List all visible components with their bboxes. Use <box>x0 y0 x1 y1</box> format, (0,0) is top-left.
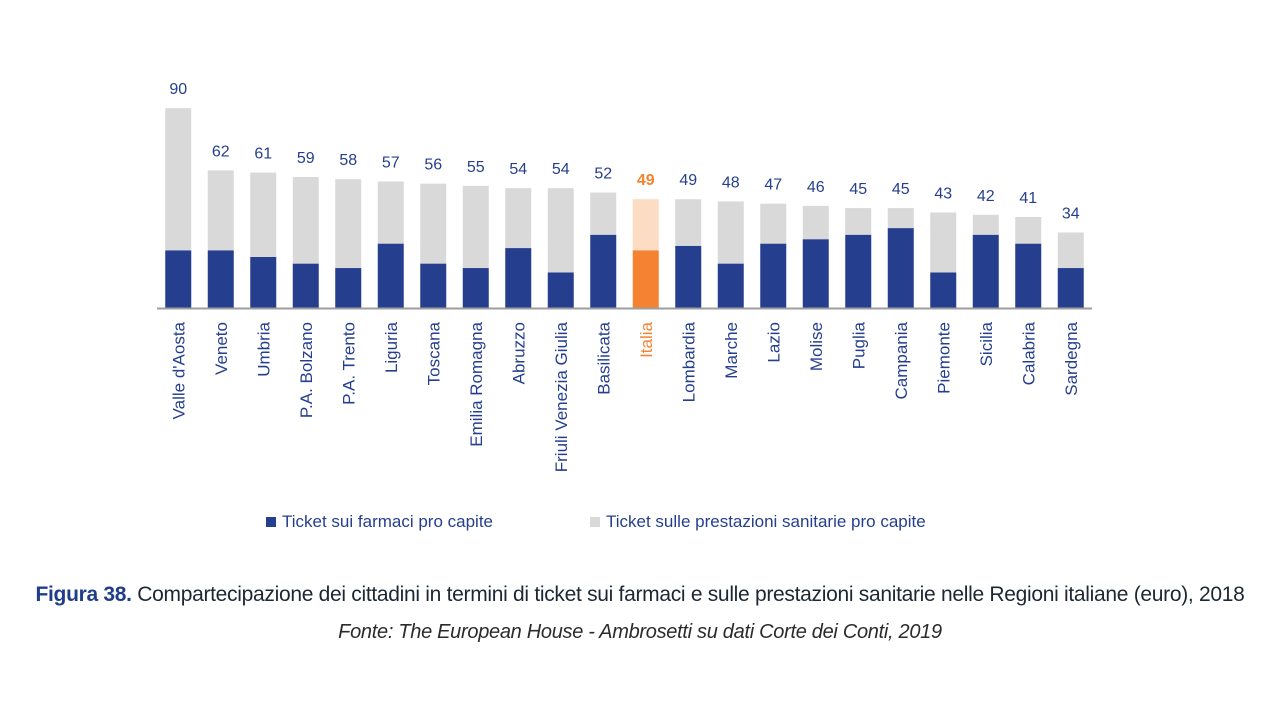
bar-segment-prestazioni <box>845 208 872 235</box>
bar-segment-prestazioni <box>760 203 787 244</box>
legend-swatch-farmaci <box>266 517 276 527</box>
bar-segment-farmaci <box>717 263 744 308</box>
data-label: 59 <box>297 150 315 167</box>
bar-segment-prestazioni <box>1015 216 1042 244</box>
bar-segment-prestazioni <box>590 192 617 235</box>
data-label: 45 <box>849 181 867 198</box>
bar-segment-farmaci <box>292 263 319 308</box>
bar-segment-prestazioni <box>972 214 999 235</box>
x-tick-label: Campania <box>892 321 911 399</box>
x-tick-label: Lombardia <box>679 321 698 402</box>
bar-segment-farmaci <box>462 268 489 308</box>
x-tick-label: Veneto <box>212 322 231 375</box>
bar-segment-prestazioni <box>377 181 404 244</box>
data-label: 46 <box>807 179 825 196</box>
data-label: 49 <box>679 172 697 189</box>
x-tick-label: Molise <box>807 322 826 371</box>
data-label: 57 <box>382 154 400 171</box>
bar-segment-farmaci <box>590 234 617 308</box>
bar-segment-prestazioni <box>335 179 362 269</box>
x-tick-label: Abruzzo <box>509 322 528 384</box>
data-label: 56 <box>424 157 442 174</box>
x-tick-label: Lazio <box>764 322 783 363</box>
figure-label: Figura 38. <box>35 583 133 606</box>
x-tick-label: Umbria <box>254 321 273 376</box>
bar-segment-farmaci <box>505 248 532 308</box>
figure-caption-text: Compartecipazione dei cittadini in termi… <box>137 583 1245 606</box>
bar-segment-prestazioni <box>250 172 277 257</box>
bar-segment-prestazioni <box>930 212 957 273</box>
data-label: 48 <box>722 174 740 191</box>
bar-segment-prestazioni <box>292 177 319 264</box>
bar-segment-farmaci <box>675 245 702 308</box>
data-label: 49 <box>637 172 655 189</box>
x-tick-label: Emilia Romagna <box>467 321 486 446</box>
bar-segment-prestazioni <box>632 199 659 251</box>
data-label: 54 <box>552 161 570 178</box>
x-tick-label: Friuli Venezia Giulia <box>552 321 571 472</box>
bar-segment-farmaci <box>760 243 787 308</box>
bar-segment-farmaci <box>547 272 574 308</box>
x-tick-label: Marche <box>722 322 741 379</box>
bar-segment-farmaci <box>972 234 999 308</box>
bar-segment-prestazioni <box>887 208 914 229</box>
x-tick-label: Calabria <box>1019 321 1038 385</box>
bar-segment-prestazioni <box>505 188 532 249</box>
data-label: 41 <box>1019 190 1037 207</box>
data-label: 45 <box>892 181 910 198</box>
bar-segment-farmaci <box>1015 243 1042 308</box>
bar-segment-farmaci <box>335 268 362 308</box>
legend-label-farmaci: Ticket sui farmaci pro capite <box>282 512 493 531</box>
bar-segment-farmaci <box>165 250 192 308</box>
bar-segment-prestazioni <box>165 108 192 251</box>
figure-caption: Figura 38. Compartecipazione dei cittadi… <box>0 583 1280 607</box>
bar-segment-prestazioni <box>675 199 702 246</box>
bar-segment-farmaci <box>845 234 872 308</box>
data-label: 61 <box>254 146 272 163</box>
bar-segment-farmaci <box>250 256 277 308</box>
x-tick-label: Piemonte <box>934 322 953 394</box>
data-label: 52 <box>594 166 612 183</box>
data-label: 43 <box>934 186 952 203</box>
bar-segment-farmaci <box>930 272 957 308</box>
bar-segment-prestazioni <box>207 170 234 251</box>
figure-source: Fonte: The European House - Ambrosetti s… <box>338 621 942 643</box>
x-tick-label: Basilicata <box>594 321 613 394</box>
x-tick-label: P.A. Bolzano <box>297 322 316 418</box>
x-tick-label: Italia <box>637 321 656 357</box>
data-label: 54 <box>509 161 527 178</box>
bar-segment-farmaci <box>1057 268 1084 308</box>
bar-segment-prestazioni <box>802 205 829 240</box>
data-label: 90 <box>169 81 187 98</box>
x-tick-label: Sardegna <box>1062 321 1081 395</box>
legend-label-prestazioni: Ticket sulle prestazioni sanitarie pro c… <box>606 512 926 531</box>
bar-segment-farmaci <box>887 228 914 308</box>
bar-segment-prestazioni <box>462 185 489 269</box>
bar-segment-farmaci <box>377 243 404 308</box>
x-tick-label: Puglia <box>849 321 868 369</box>
x-tick-label: Liguria <box>382 321 401 373</box>
data-label: 34 <box>1062 206 1080 223</box>
bar-segment-prestazioni <box>547 188 574 273</box>
bar-segment-farmaci <box>632 250 659 308</box>
bar-segment-prestazioni <box>717 201 744 264</box>
x-tick-label: Valle d'Aosta <box>169 321 188 419</box>
bar-segment-farmaci <box>802 239 829 308</box>
data-label: 55 <box>467 159 485 176</box>
legend-swatch-prestazioni <box>590 517 600 527</box>
data-label: 42 <box>977 188 995 205</box>
data-label: 62 <box>212 143 230 160</box>
x-tick-label: Sicilia <box>977 321 996 366</box>
bar-segment-farmaci <box>207 250 234 308</box>
data-label: 47 <box>764 177 782 194</box>
x-tick-label: P.A. Trento <box>339 322 358 405</box>
bar-segment-prestazioni <box>420 183 447 264</box>
x-tick-label: Toscana <box>424 321 443 385</box>
data-label: 58 <box>339 152 357 169</box>
stacked-bar-chart: 90 Valle d'Aosta 62 Veneto 61 Umbria 59 P.A. Bo… <box>157 81 1092 531</box>
bar-segment-prestazioni <box>1057 232 1084 269</box>
bar-segment-farmaci <box>420 263 447 308</box>
